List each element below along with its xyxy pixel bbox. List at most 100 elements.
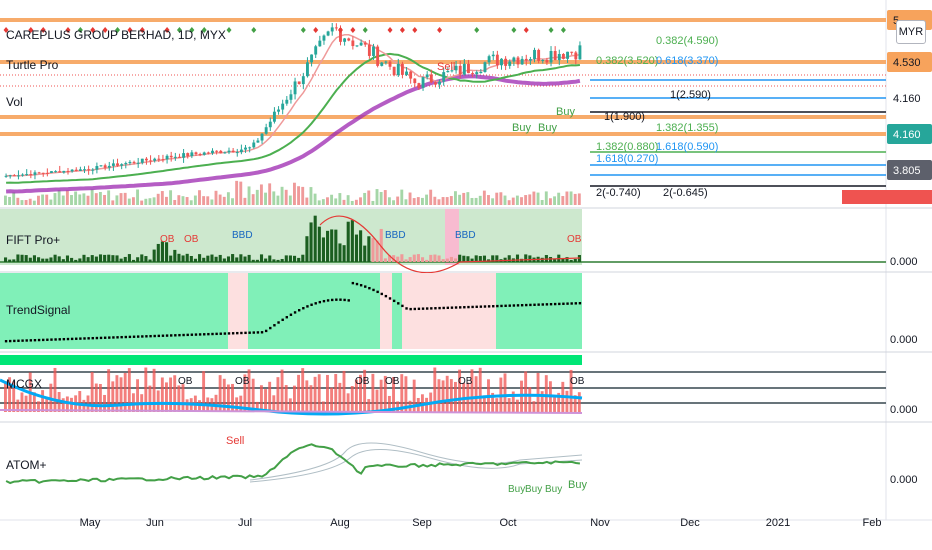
trend-signal-dot [124, 335, 127, 339]
volume-bar [280, 186, 284, 205]
candle-body [512, 57, 516, 62]
volume-bar [515, 195, 519, 205]
candle-body [372, 46, 375, 56]
mcgx-cyan-line [0, 378, 583, 416]
trend-signal-dot [277, 321, 280, 324]
mcgx-bar [577, 392, 581, 412]
candle-body [277, 109, 280, 112]
fib-label: 2(-0.645) [663, 187, 708, 199]
volume-bar [297, 186, 301, 205]
candle-body [339, 28, 342, 42]
price-scale-tag [887, 88, 932, 108]
mcgx-purple-line [0, 409, 583, 414]
trend-signal-dot [343, 298, 346, 302]
candle-body [264, 127, 268, 134]
fift-histogram-bar [152, 249, 156, 262]
candle-body [557, 54, 561, 61]
volume-bar [573, 193, 577, 205]
time-axis-label: Feb [863, 517, 882, 529]
fift-histogram-bar [482, 255, 487, 262]
mcgx-bar [317, 374, 321, 412]
mcgx-bar [383, 375, 387, 412]
volume-bar [65, 190, 69, 205]
candle-body [359, 42, 363, 46]
trend-signal-dot [203, 333, 206, 336]
mcgx-bar [404, 376, 408, 412]
volume-bar [32, 200, 36, 205]
fift-histogram-bar [193, 258, 198, 262]
signal-diamond [412, 27, 418, 33]
fift-histogram-bar [131, 259, 136, 262]
trend-signal-dot [83, 337, 86, 340]
trend-signal-dot [50, 338, 53, 341]
mcgx-bar [24, 395, 28, 412]
trend-signal-dot [364, 285, 367, 288]
volume-bar [511, 197, 515, 205]
mcgx-bar [115, 375, 119, 412]
candle-body [438, 81, 442, 85]
trend-signal-dot [33, 338, 37, 342]
volume-bar [363, 192, 367, 205]
trend-signal-dot [553, 302, 557, 306]
trend-signal-dot [347, 299, 350, 302]
mcgx-bar [173, 375, 177, 412]
volume-bar [226, 192, 230, 205]
candle-body [421, 77, 425, 88]
trend-signal-dot [29, 339, 33, 342]
signal-diamond [387, 27, 393, 33]
volume-bar [70, 195, 73, 205]
candle-body [66, 170, 70, 172]
signal-diamond [337, 27, 343, 33]
fift-histogram-bar [53, 254, 57, 262]
fift-histogram-bar [478, 256, 482, 262]
fift-histogram-bar [264, 258, 268, 262]
fift-histogram-bar [222, 258, 226, 262]
trend-signal-dot [194, 333, 198, 336]
candle-body [483, 62, 487, 72]
candle-body [561, 54, 565, 59]
fift-histogram-bar [198, 254, 202, 262]
signal-diamond [164, 27, 170, 33]
mcgx-bar [573, 395, 577, 412]
trend-signal-dot [314, 302, 317, 305]
price-scale-label: 3.805 [893, 165, 921, 177]
volume-bar [156, 193, 160, 205]
candle-body [508, 61, 512, 66]
trend-signal-dot [157, 334, 161, 338]
fift-histogram-bar [189, 255, 193, 262]
fift-histogram-bar [165, 242, 169, 262]
trend-signal-dot [566, 302, 569, 305]
fift-histogram-bar [553, 259, 557, 262]
fift-histogram-bar [371, 238, 375, 262]
trend-signal-dot [558, 302, 561, 306]
volume-bar [247, 186, 251, 205]
candle-body [367, 44, 371, 56]
volume-bar [317, 200, 321, 205]
volume-bar [20, 200, 24, 205]
fift-histogram-bar [454, 258, 458, 262]
mcgx-bar [433, 367, 437, 412]
candle-body [578, 45, 582, 60]
trend-signal-dot [516, 304, 520, 307]
volume-bar [408, 192, 412, 205]
currency-button[interactable]: MYR [896, 20, 926, 44]
volume-bar [359, 197, 362, 205]
volume-bar [169, 190, 173, 205]
mcgx-bar [90, 372, 94, 412]
signal-diamond [189, 27, 195, 33]
fift-histogram-bar [544, 255, 548, 262]
candle-body [235, 152, 239, 154]
candle-body [293, 81, 297, 95]
trend-background-alt [380, 273, 392, 349]
fift-histogram-bar [429, 254, 433, 262]
time-axis-label: Dec [680, 517, 700, 529]
volume-bar [354, 199, 358, 205]
volume-bar [49, 199, 53, 205]
volume-bar [37, 195, 40, 205]
trend-signal-dot [215, 332, 218, 336]
trend-signal-dot [380, 292, 383, 296]
candle-body [516, 57, 520, 65]
mcgx-bar [12, 381, 16, 412]
fift-histogram-bar [338, 243, 342, 262]
